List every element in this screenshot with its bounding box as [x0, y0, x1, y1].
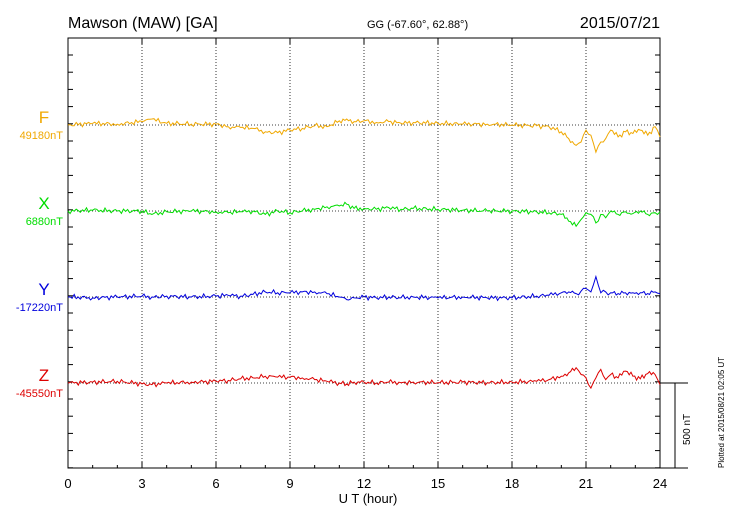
series-line-f — [67, 117, 661, 154]
baseline-value-z: -45550nT — [16, 388, 63, 400]
station-title: Mawson (MAW) [GA] — [68, 15, 218, 32]
x-tick-label: 9 — [286, 476, 293, 491]
x-tick-labels: 0 3 6 9 12 15 18 21 24 — [64, 476, 667, 491]
plot-frame — [67, 37, 661, 469]
x-tick-label: 18 — [505, 476, 519, 491]
baseline-value-x: 6880nT — [26, 216, 64, 228]
component-name-x: X — [38, 194, 49, 213]
x-tick-label: 21 — [579, 476, 593, 491]
station-coordinates: GG (-67.60°, 62.88°) — [367, 19, 468, 31]
x-tick-label: 24 — [653, 476, 667, 491]
plotted-at-note: Plotted at 2015/08/21 02:05 UT — [717, 357, 726, 468]
x-tick-label: 12 — [357, 476, 371, 491]
component-name-f: F — [39, 108, 49, 127]
series-line-z — [67, 366, 661, 390]
component-labels: F 49180nT X 6880nT Y -17220nT Z -45550nT — [16, 108, 63, 400]
series-line-y — [67, 274, 661, 302]
series-lines — [67, 117, 661, 390]
x-tick-label: 15 — [431, 476, 445, 491]
x-axis-label: U T (hour) — [339, 491, 398, 506]
x-tick-label: 0 — [64, 476, 71, 491]
scale-bar: 500 nT — [660, 382, 693, 469]
component-name-y: Y — [38, 280, 49, 299]
series-line-x — [67, 201, 661, 228]
plot-date: 2015/07/21 — [580, 15, 660, 32]
x-tick-label: 6 — [212, 476, 219, 491]
hour-grid — [141, 38, 587, 468]
baseline-value-y: -17220nT — [16, 302, 63, 314]
scale-bar-label: 500 nT — [682, 414, 693, 445]
component-name-z: Z — [39, 366, 49, 385]
x-tick-label: 3 — [138, 476, 145, 491]
axis-ticks — [67, 38, 661, 469]
baseline-value-f: 49180nT — [20, 130, 64, 142]
